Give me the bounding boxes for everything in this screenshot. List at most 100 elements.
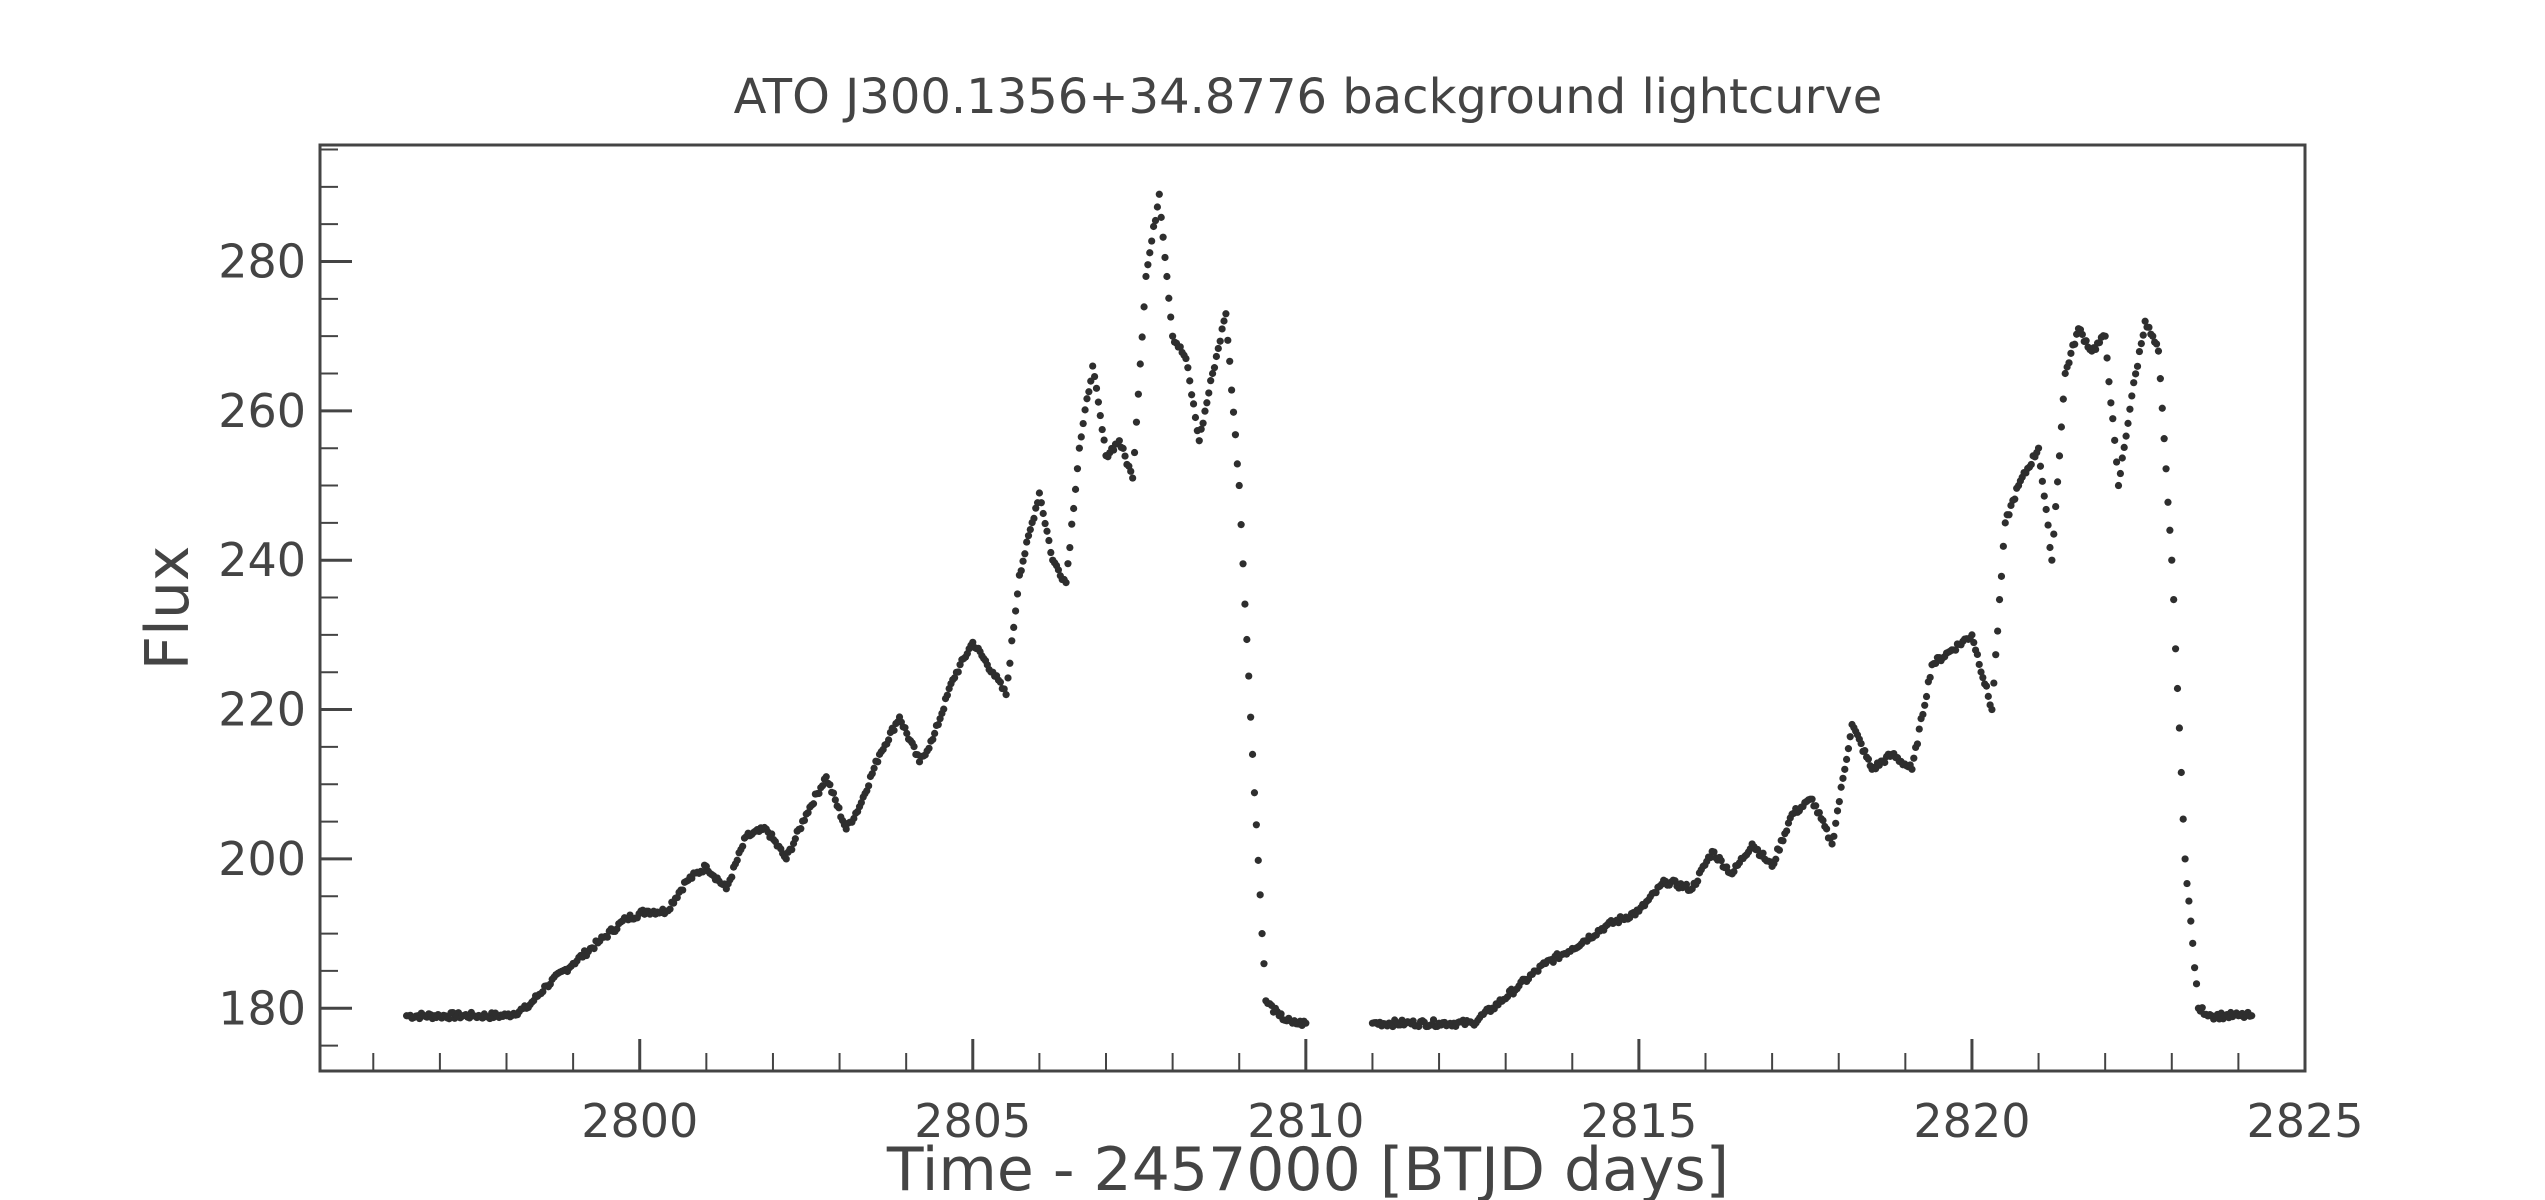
data-point — [1045, 536, 1053, 545]
data-point — [829, 789, 838, 797]
data-point — [1992, 651, 2000, 659]
data-point — [1235, 481, 1243, 490]
data-point — [1913, 740, 1922, 748]
data-point — [831, 796, 839, 804]
data-point — [822, 773, 830, 781]
data-point — [1203, 399, 1211, 407]
x-tick-label: 2815 — [1580, 1094, 1697, 1148]
data-point — [1779, 837, 1787, 845]
data-point — [1047, 548, 1055, 557]
data-point — [1995, 595, 2004, 604]
data-point — [1138, 333, 1146, 341]
data-point — [1169, 332, 1177, 340]
data-point — [1260, 960, 1268, 968]
data-point — [539, 988, 547, 996]
data-point — [1921, 701, 1929, 709]
data-point — [1975, 660, 1983, 669]
data-point — [2027, 460, 2035, 469]
data-point — [1032, 504, 1040, 512]
data-point — [1775, 846, 1783, 854]
data-point — [1092, 384, 1101, 392]
data-point — [1994, 627, 2002, 635]
data-point — [1835, 798, 1843, 806]
data-point — [2122, 432, 2130, 440]
data-point — [2053, 478, 2062, 486]
data-point — [1110, 446, 1118, 454]
data-point — [804, 809, 812, 817]
data-point — [2057, 423, 2065, 431]
data-point — [2038, 477, 2046, 485]
data-point — [1919, 710, 1927, 719]
data-point — [1808, 795, 1816, 803]
data-point — [2048, 556, 2056, 564]
data-point — [1100, 436, 1108, 444]
data-point — [797, 825, 805, 833]
data-point — [2137, 339, 2145, 348]
data-point — [2011, 495, 2019, 503]
data-point — [2111, 436, 2119, 444]
data-point — [699, 868, 707, 876]
data-point — [1772, 855, 1780, 863]
data-point — [1549, 958, 1557, 966]
data-point — [2071, 340, 2079, 348]
data-point — [1062, 579, 1070, 587]
data-point — [842, 825, 850, 833]
y-tick-label: 260 — [218, 384, 306, 438]
data-point — [2040, 492, 2048, 500]
data-point — [996, 678, 1004, 686]
data-point — [1910, 754, 1918, 762]
data-point — [2133, 362, 2142, 370]
x-axis-label: Time - 2457000 [BTJD days] — [886, 1135, 1729, 1200]
data-point — [1239, 560, 1247, 568]
data-point — [1988, 705, 1996, 714]
data-point — [857, 798, 865, 807]
data-point — [728, 873, 736, 881]
data-point — [590, 945, 598, 953]
data-point — [1828, 840, 1836, 848]
data-point — [1819, 816, 1827, 825]
data-point — [1083, 395, 1091, 403]
data-point — [2145, 323, 2153, 331]
data-point — [1730, 868, 1738, 876]
data-point — [1089, 362, 1097, 370]
data-point — [1841, 765, 1849, 773]
data-point — [1815, 808, 1823, 817]
data-point — [768, 830, 776, 838]
data-point — [1222, 310, 1230, 318]
data-point — [1002, 691, 1010, 699]
data-point — [2191, 964, 2199, 972]
data-point — [1006, 659, 1014, 667]
data-point — [1844, 745, 1853, 753]
data-point — [1024, 532, 1033, 540]
data-point — [1753, 845, 1762, 854]
data-point — [2187, 917, 2195, 925]
data-point — [1119, 444, 1127, 452]
data-point — [1197, 425, 1205, 433]
data-point — [1159, 233, 1167, 241]
data-point — [1129, 474, 1137, 482]
data-point — [1218, 325, 1226, 333]
data-point — [1073, 465, 1082, 473]
data-point — [2185, 897, 2193, 905]
y-tick-label: 180 — [218, 981, 306, 1035]
data-point — [2001, 519, 2009, 527]
data-point — [870, 764, 878, 772]
data-point — [2082, 337, 2090, 345]
data-point — [2175, 724, 2183, 732]
data-point — [1155, 190, 1163, 198]
data-point — [1161, 253, 1169, 262]
data-point — [2132, 370, 2140, 378]
data-point — [1922, 692, 1931, 701]
data-point — [733, 856, 741, 864]
data-point — [1149, 222, 1158, 231]
data-point — [1010, 623, 1018, 631]
data-point — [1982, 682, 1991, 690]
data-point — [1220, 317, 1228, 325]
data-point — [1243, 635, 1251, 644]
data-point — [826, 781, 834, 789]
data-point — [1077, 433, 1085, 441]
data-point — [868, 770, 876, 778]
data-point — [2152, 340, 2161, 348]
axis-ticks: 2800 2805 2810 2815 2820 2825 180 200 220 240 260 2… — [218, 148, 2364, 1148]
x-tick-label: 2805 — [914, 1094, 1031, 1148]
